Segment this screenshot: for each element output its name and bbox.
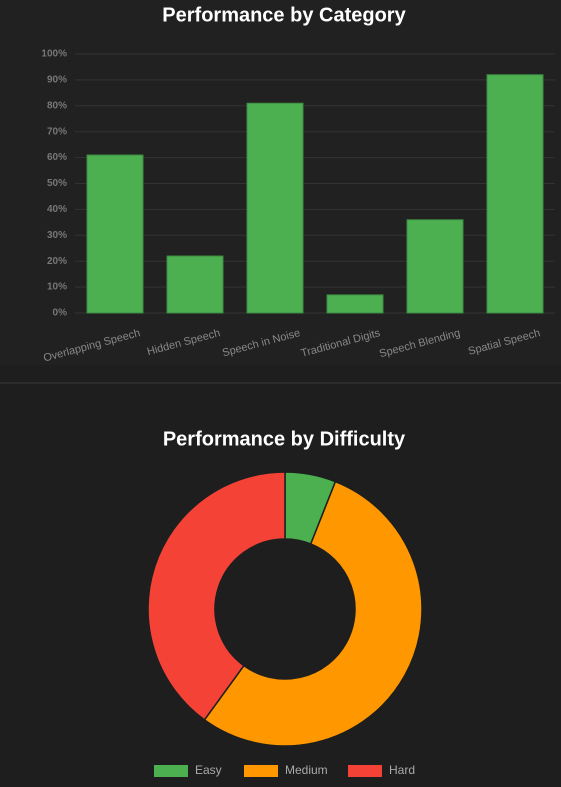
doughnut-slice <box>203 480 423 747</box>
y-tick-label: 90% <box>47 75 67 86</box>
y-tick-label: 60% <box>47 152 67 163</box>
bar <box>486 74 544 314</box>
legend-swatch <box>154 765 188 777</box>
y-tick-label: 0% <box>53 308 68 319</box>
y-tick-label: 100% <box>41 49 67 60</box>
y-tick-label: 50% <box>47 178 67 189</box>
bar <box>166 255 224 314</box>
y-tick-label: 20% <box>47 256 67 267</box>
y-tick-label: 10% <box>47 282 67 293</box>
bar <box>326 294 384 314</box>
legend-swatch <box>348 765 382 777</box>
legend-label: Easy <box>195 763 222 777</box>
legend-swatch <box>244 765 278 777</box>
chart-title: Performance by Category <box>162 4 406 26</box>
legend-label: Hard <box>389 763 415 777</box>
y-tick-label: 80% <box>47 100 67 111</box>
doughnut-slice <box>147 471 286 721</box>
y-tick-label: 70% <box>47 126 67 137</box>
bar <box>406 219 464 314</box>
bar <box>86 154 144 314</box>
chart-title: Performance by Difficulty <box>163 428 406 450</box>
legend-label: Medium <box>285 763 328 777</box>
y-tick-label: 30% <box>47 230 67 241</box>
bar <box>246 102 304 314</box>
y-tick-label: 40% <box>47 204 67 215</box>
